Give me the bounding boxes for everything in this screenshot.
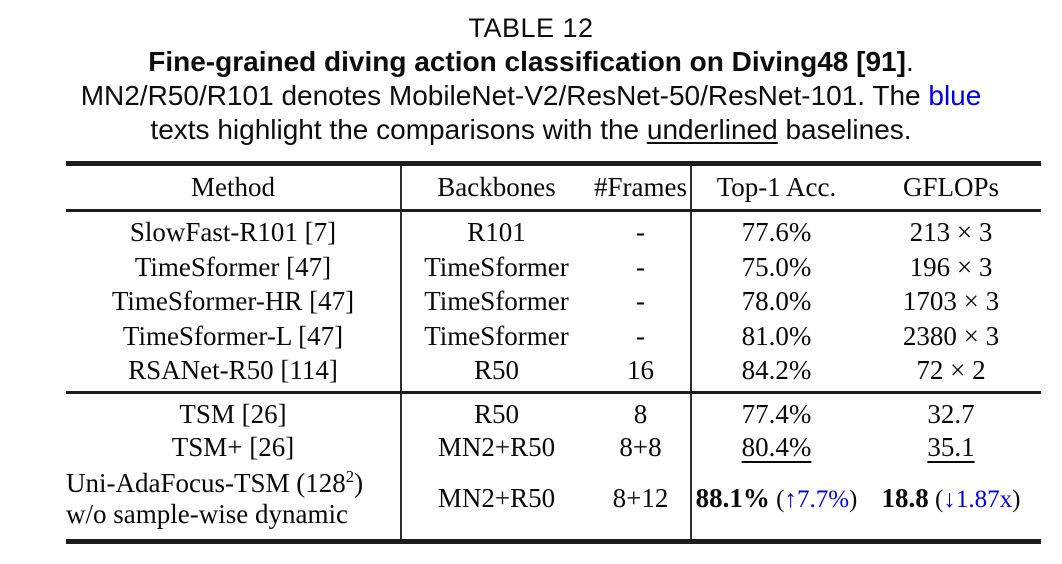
- table-bottom-rule: [66, 538, 1041, 544]
- table-row-underlined-baseline: TSM+ [26] MN2+R50 8+8 80.4% 35.1: [66, 430, 1041, 464]
- method-cell: RSANet-R50 [114]: [66, 353, 402, 394]
- table-container: Method Backbones #Frames Top-1 Acc. GFLO…: [66, 161, 1041, 544]
- backbone-cell: R50: [401, 353, 591, 394]
- col-header-method: Method: [66, 166, 402, 212]
- tsm-group: TSM [26] R50 8 77.4% 32.7 TSM+ [26] MN2+…: [66, 392, 1041, 539]
- underlined-gflops-value: 35.1: [927, 431, 975, 462]
- paper-table-figure: TABLE 12 Fine-grained diving action clas…: [0, 0, 1062, 544]
- col-header-gflops: GFLOPs: [861, 166, 1041, 212]
- caption-line-4: texts highlight the comparisons with the…: [0, 113, 1062, 147]
- table-row: RSANet-R50 [114] R50 16 84.2% 72 × 2: [66, 353, 1041, 394]
- method-cell: TimeSformer-L [47]: [66, 318, 402, 353]
- method-cell: TSM+ [26]: [66, 430, 402, 464]
- acc-cell: 84.2%: [691, 353, 861, 394]
- gflops-cell: 1703 × 3: [902, 286, 1000, 316]
- gflops-cell: 2380 × 3: [902, 320, 1000, 351]
- caption-underlined-word: underlined: [646, 114, 778, 145]
- method-name: Uni-AdaFocus-TSM (128: [66, 467, 346, 498]
- frames-cell: -: [591, 210, 692, 250]
- table-row: TSM [26] R50 8 77.4% 32.7: [66, 392, 1041, 431]
- acc-delta-close: ): [849, 485, 858, 513]
- gflops-cell: 18.8 (↓1.87x): [861, 464, 1041, 539]
- method-line-1: Uni-AdaFocus-TSM (1282): [66, 468, 400, 499]
- backbone-cell: MN2+R50: [437, 431, 556, 462]
- gflops-delta-close: ): [1012, 485, 1021, 513]
- method-line-2: w/o sample-wise dynamic: [66, 498, 348, 529]
- method-cell: TimeSformer [47]: [66, 249, 402, 284]
- table-row: TimeSformer [47] TimeSformer - 75.0% 196…: [66, 249, 1041, 284]
- frames-cell: 8+12: [591, 463, 692, 539]
- acc-delta-open: (: [769, 485, 785, 513]
- header-row: Method Backbones #Frames Top-1 Acc. GFLO…: [66, 166, 1041, 212]
- gflops-cell: 196 × 3: [909, 251, 993, 282]
- table-caption: TABLE 12 Fine-grained diving action clas…: [0, 0, 1062, 147]
- acc-cell: 75.0%: [741, 251, 812, 282]
- caption-line-3: MN2/R50/R101 denotes MobileNet-V2/ResNet…: [0, 79, 1062, 113]
- caption-blue-word: blue: [928, 80, 982, 111]
- backbone-cell: TimeSformer: [424, 251, 569, 282]
- frames-cell: -: [591, 284, 692, 319]
- method-cell: SlowFast-R101 [7]: [66, 210, 402, 250]
- gflops-cell: 213 × 3: [909, 217, 993, 247]
- caption-text-4a: texts highlight the comparisons with the: [150, 114, 647, 145]
- best-gflops-value: 18.8: [881, 482, 929, 513]
- acc-cell: 80.4%: [691, 431, 861, 464]
- table-number: TABLE 12: [468, 13, 594, 43]
- backbone-cell: MN2+R50: [437, 483, 556, 513]
- best-acc-value: 88.1%: [695, 482, 770, 513]
- acc-cell: 77.4%: [741, 398, 812, 429]
- method-cell: TimeSformer-HR [47]: [66, 284, 402, 319]
- method-cell: TSM [26]: [66, 392, 402, 431]
- caption-text-3: MN2/R50/R101 denotes MobileNet-V2/ResNet…: [80, 80, 929, 111]
- backbone-cell: TimeSformer: [424, 286, 569, 316]
- gflops-cell: 72 × 2: [861, 353, 1041, 394]
- col-header-top1-acc: Top-1 Acc.: [691, 166, 861, 212]
- col-header-frames: #Frames: [591, 166, 692, 212]
- caption-title: Fine-grained diving action classificatio…: [148, 46, 906, 77]
- superscript-2: 2: [345, 466, 355, 486]
- underlined-acc-value: 80.4%: [741, 431, 812, 462]
- gflops-delta-value: ↓1.87x: [943, 485, 1013, 513]
- gflops-cell: 35.1: [861, 431, 1041, 464]
- gflops-delta-open: (: [928, 485, 944, 513]
- acc-cell: 78.0%: [741, 286, 812, 316]
- table-row: SlowFast-R101 [7] R101 - 77.6% 213 × 3: [66, 210, 1041, 250]
- acc-delta-value: ↑7.7%: [784, 485, 850, 513]
- acc-cell: 88.1% (↑7.7%): [691, 464, 861, 539]
- backbone-cell: TimeSformer: [424, 320, 569, 351]
- backbone-cell: R50: [473, 398, 519, 429]
- caption-text-4b: baselines.: [777, 114, 912, 145]
- frames-cell: 16: [591, 353, 692, 394]
- table-row-uni-adafocus: Uni-AdaFocus-TSM (1282) w/o sample-wise …: [66, 463, 1041, 539]
- table-row: TimeSformer-HR [47] TimeSformer - 78.0% …: [66, 284, 1041, 319]
- table-header: Method Backbones #Frames Top-1 Acc. GFLO…: [66, 166, 1041, 212]
- acc-cell: 77.6%: [741, 217, 812, 247]
- method-name-close: ): [354, 467, 364, 498]
- gflops-cell: 32.7: [927, 398, 975, 429]
- caption-title-period: .: [905, 46, 914, 77]
- table-row: TimeSformer-L [47] TimeSformer - 81.0% 2…: [66, 318, 1041, 353]
- frames-cell: -: [591, 249, 692, 284]
- baseline-group: SlowFast-R101 [7] R101 - 77.6% 213 × 3 T…: [66, 210, 1041, 394]
- caption-title-line: Fine-grained diving action classificatio…: [0, 45, 1062, 79]
- backbone-cell: R101: [467, 217, 526, 247]
- results-table: Method Backbones #Frames Top-1 Acc. GFLO…: [66, 166, 1041, 539]
- frames-cell: 8+8: [591, 430, 692, 464]
- frames-cell: -: [591, 318, 692, 353]
- col-header-backbones: Backbones: [401, 166, 591, 212]
- frames-cell: 8: [591, 392, 692, 431]
- acc-cell: 81.0%: [741, 320, 812, 351]
- method-cell: Uni-AdaFocus-TSM (1282) w/o sample-wise …: [66, 463, 402, 539]
- table-top-rule: [66, 161, 1041, 166]
